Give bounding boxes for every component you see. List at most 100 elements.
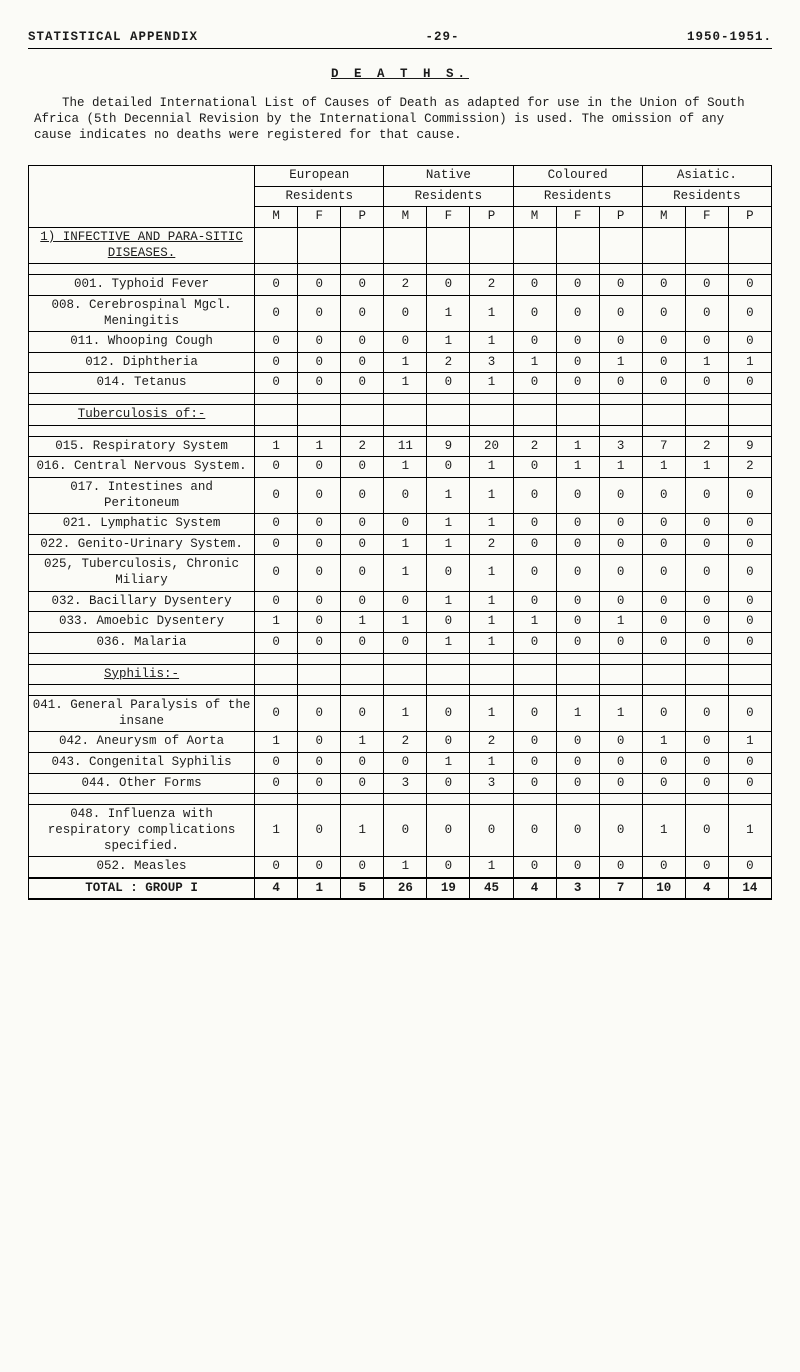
cell: 0: [556, 612, 599, 633]
cell: 1: [427, 753, 470, 774]
cell: 2: [685, 436, 728, 457]
table-row: 014. Tetanus000101000000: [29, 373, 772, 394]
table-row-blank: [29, 394, 772, 405]
cell: 0: [255, 632, 298, 653]
table-row: 011. Whooping Cough000011000000: [29, 332, 772, 353]
cell: 0: [298, 477, 341, 513]
cell: 0: [255, 295, 298, 331]
cell: 0: [685, 275, 728, 296]
cell: 0: [599, 753, 642, 774]
cell: 0: [341, 457, 384, 478]
cell: 1: [384, 373, 427, 394]
cell: 1: [556, 696, 599, 732]
row-label: 043. Congenital Syphilis: [29, 753, 255, 774]
header-right: 1950-1951.: [687, 30, 772, 46]
cell: 0: [513, 275, 556, 296]
cell: 1: [556, 457, 599, 478]
cell: 1: [470, 477, 513, 513]
cell: 0: [728, 612, 771, 633]
cell: 1: [470, 857, 513, 878]
cell: 0: [384, 805, 427, 857]
table-row: 001. Typhoid Fever000202000000: [29, 275, 772, 296]
cell: 2: [470, 534, 513, 555]
cell: 0: [728, 275, 771, 296]
cell: 0: [685, 857, 728, 878]
cell: 0: [255, 514, 298, 535]
cell: 0: [513, 805, 556, 857]
cell: 0: [599, 857, 642, 878]
table-section-row: 1) INFECTIVE AND PARA-SITIC DISEASES.: [29, 228, 772, 264]
cell: 0: [685, 753, 728, 774]
cell: 0: [427, 555, 470, 591]
cell: 0: [255, 696, 298, 732]
cell: 1: [427, 632, 470, 653]
cell: 0: [384, 332, 427, 353]
cell: 1: [470, 373, 513, 394]
cell: 1: [599, 352, 642, 373]
row-label: 022. Genito-Urinary System.: [29, 534, 255, 555]
cell: 0: [642, 612, 685, 633]
cell: 1: [470, 632, 513, 653]
cell: 11: [384, 436, 427, 457]
cell: 0: [599, 477, 642, 513]
cell: 0: [255, 373, 298, 394]
cell: 0: [513, 732, 556, 753]
cell: 0: [556, 477, 599, 513]
cell: 0: [599, 591, 642, 612]
cell: 3: [384, 773, 427, 794]
cell: 0: [642, 373, 685, 394]
residents-2: Residents: [384, 186, 513, 207]
cell: 1: [470, 514, 513, 535]
residents-1: Residents: [255, 186, 384, 207]
cell: 3: [470, 352, 513, 373]
cell: 0: [556, 632, 599, 653]
cell: 0: [685, 373, 728, 394]
cell: 0: [298, 555, 341, 591]
cell: 1: [427, 477, 470, 513]
cell: 0: [556, 805, 599, 857]
cell: 0: [255, 534, 298, 555]
cell: 0: [341, 591, 384, 612]
total-cell: 19: [427, 878, 470, 900]
cell: 0: [513, 696, 556, 732]
residents-3: Residents: [513, 186, 642, 207]
cell: 1: [685, 352, 728, 373]
table-row-blank: [29, 425, 772, 436]
cell: 1: [513, 352, 556, 373]
cell: 0: [642, 332, 685, 353]
total-cell: 3: [556, 878, 599, 900]
cell: 0: [642, 753, 685, 774]
cell: 0: [341, 555, 384, 591]
cell: 0: [642, 696, 685, 732]
cell: 1: [341, 805, 384, 857]
cell: 2: [728, 457, 771, 478]
cell: 1: [427, 295, 470, 331]
cell: 0: [298, 295, 341, 331]
row-label: 011. Whooping Cough: [29, 332, 255, 353]
subcol-m: M: [642, 207, 685, 228]
table-body: 1) INFECTIVE AND PARA-SITIC DISEASES.001…: [29, 228, 772, 900]
cell: 0: [298, 732, 341, 753]
cell: 2: [470, 732, 513, 753]
cell: 0: [728, 373, 771, 394]
cell: 0: [642, 555, 685, 591]
cell: 0: [255, 753, 298, 774]
cell: 0: [556, 514, 599, 535]
section-label: 1) INFECTIVE AND PARA-SITIC DISEASES.: [29, 228, 255, 264]
cell: 0: [255, 352, 298, 373]
cell: 0: [556, 732, 599, 753]
cell: 0: [685, 295, 728, 331]
row-label: 041. General Paralysis of the insane: [29, 696, 255, 732]
cell: 0: [341, 477, 384, 513]
subcol-f: F: [556, 207, 599, 228]
cell: 0: [642, 773, 685, 794]
cell: 0: [513, 753, 556, 774]
cell: 0: [728, 632, 771, 653]
table-row: 036. Malaria000011000000: [29, 632, 772, 653]
cell: 0: [685, 477, 728, 513]
cell: 0: [556, 753, 599, 774]
total-cell: 14: [728, 878, 771, 900]
row-label: 052. Measles: [29, 857, 255, 878]
cell: 0: [685, 773, 728, 794]
cell: 0: [728, 295, 771, 331]
